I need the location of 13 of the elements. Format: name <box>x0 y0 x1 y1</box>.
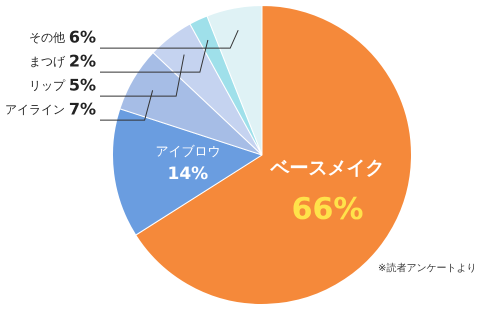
slice-label: アイライン <box>4 102 65 116</box>
text: ※読者アンケートより <box>378 262 478 275</box>
data-label: 66% <box>292 192 364 227</box>
data-label: 14% <box>167 164 208 184</box>
data-label: 7% <box>68 99 96 118</box>
slice-label: リップ <box>28 78 66 92</box>
slice-label: その他 <box>28 30 65 44</box>
data-label: 6% <box>68 27 96 46</box>
slice-label: まつげ <box>28 54 66 68</box>
data-label: 5% <box>68 75 96 94</box>
data-label: 2% <box>68 51 96 70</box>
slice-label: アイブロウ <box>155 144 220 160</box>
slice-label: ベースメイク <box>270 156 385 179</box>
